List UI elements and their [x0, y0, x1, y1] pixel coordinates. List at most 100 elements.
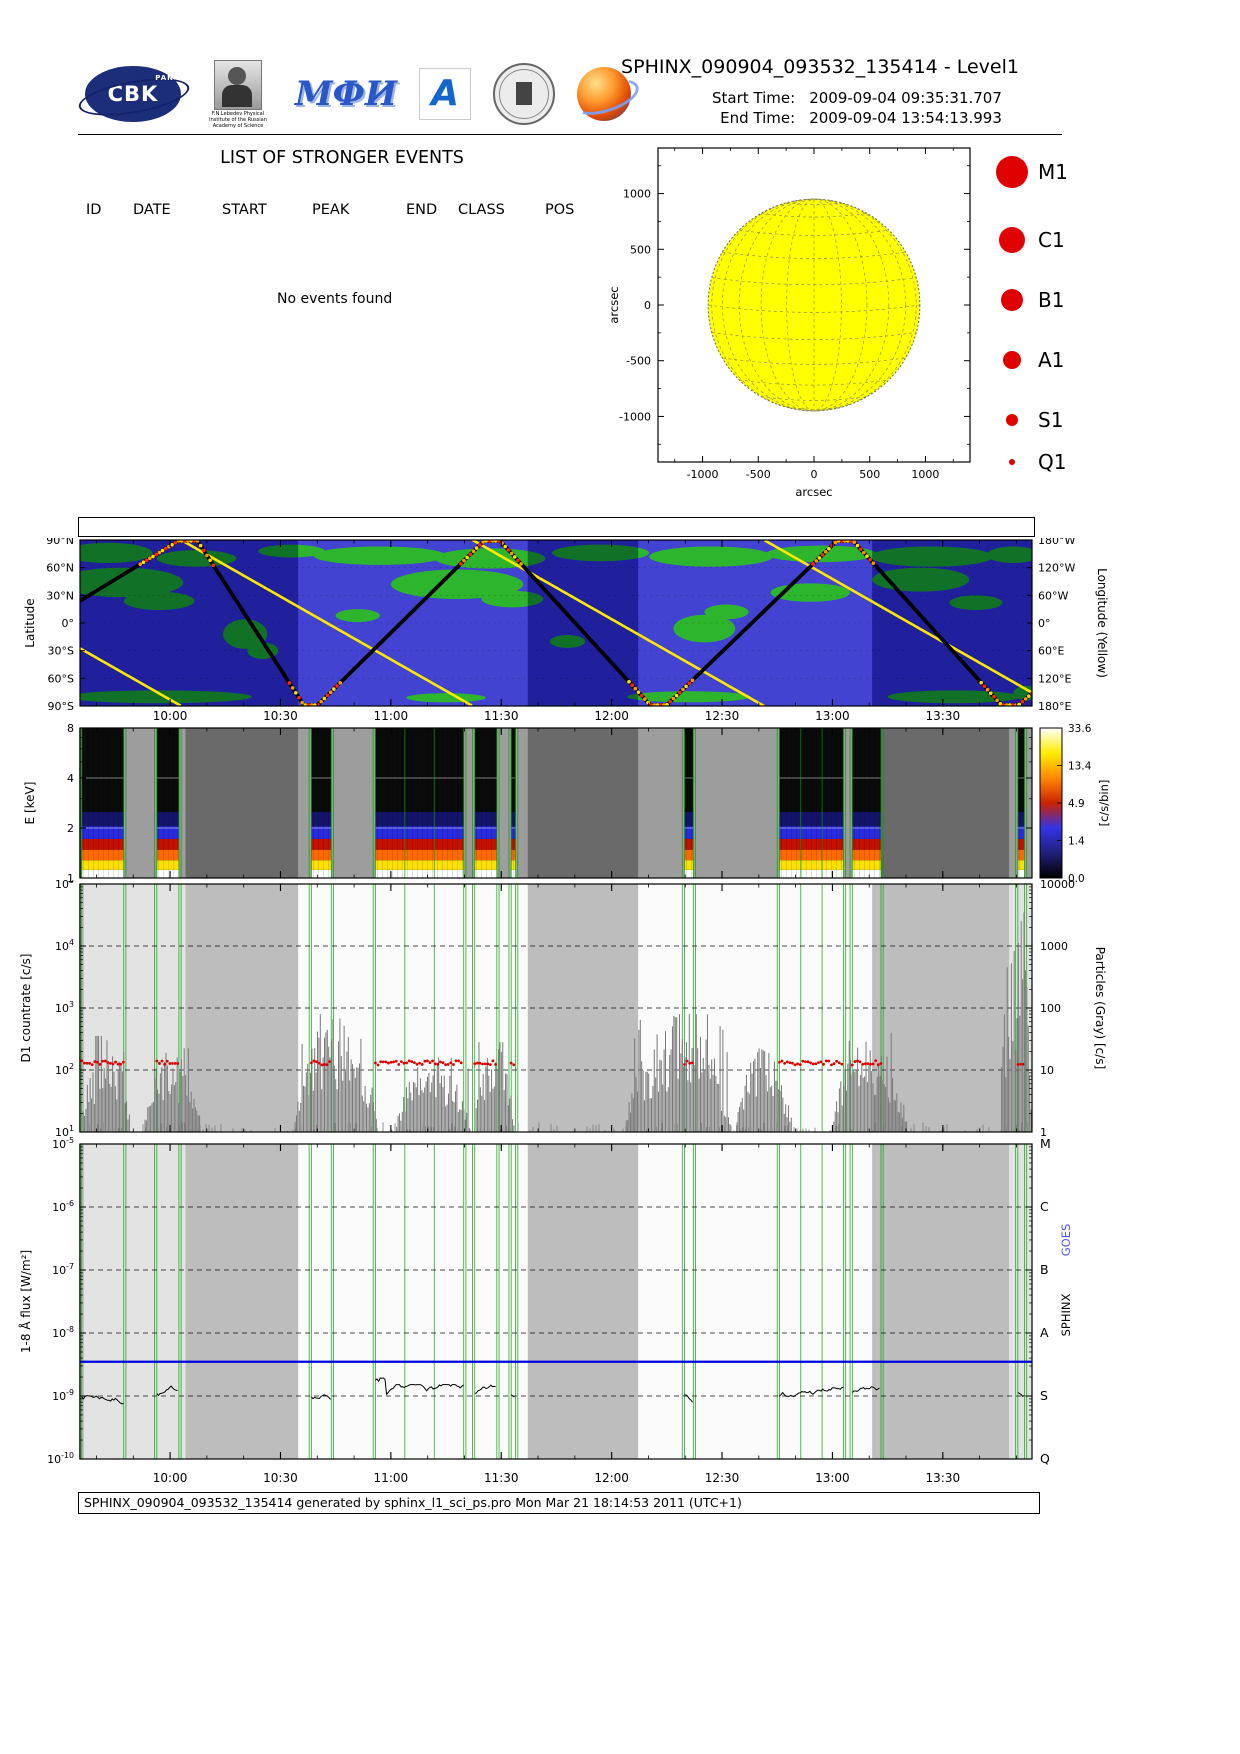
svg-text:120°E: 120°E	[1038, 672, 1071, 685]
svg-text:30°S: 30°S	[48, 645, 74, 658]
svg-text:10-5: 10-5	[52, 1136, 74, 1151]
svg-text:0°: 0°	[62, 617, 75, 630]
start-time-value: 2009-09-04 09:35:31.707	[809, 89, 1002, 107]
svg-text:10000: 10000	[1040, 880, 1075, 891]
svg-text:10: 10	[1040, 1064, 1054, 1077]
events-col-id: ID	[86, 202, 102, 218]
svg-text:10-7: 10-7	[52, 1262, 74, 1277]
solar-disk-panel: -1000 -1000 -500 -500 0 0 500 500 1000 1000 arcsec…	[607, 147, 1068, 499]
svg-text:12:30: 12:30	[705, 709, 740, 723]
svg-text:4: 4	[67, 772, 74, 785]
goes-class-M: M	[1040, 1136, 1051, 1151]
sun-xaxis-label: arcsec	[795, 485, 832, 499]
svg-text:0: 0	[811, 468, 818, 481]
cbk-text: CBK	[107, 82, 159, 106]
sphinx-flux-trace	[684, 1394, 693, 1403]
svg-text:101: 101	[55, 1124, 74, 1138]
svg-text:8: 8	[67, 724, 74, 735]
mephi-logo: МФИ	[295, 74, 398, 114]
svg-text:10:00: 10:00	[153, 709, 188, 723]
legend-label-B1: B1	[1038, 288, 1064, 312]
longitude-curve	[80, 540, 1032, 706]
events-col-pos: POS	[545, 202, 575, 218]
flux-yaxis-label: 1-8 Å flux [W/m²]	[18, 1250, 33, 1353]
sphinx-flux-trace	[81, 1395, 124, 1405]
svg-text:-500: -500	[626, 355, 651, 368]
sphinx-flux-trace	[851, 1386, 880, 1393]
goes-class-S: S	[1040, 1388, 1048, 1403]
events-col-start: START	[222, 202, 267, 218]
svg-text:13:30: 13:30	[926, 709, 961, 723]
sphinx-flux-trace	[779, 1386, 844, 1398]
svg-text:103: 103	[55, 1000, 74, 1015]
goes-class-A: A	[1040, 1325, 1049, 1340]
orbit-map-panel: 90°N 180°W 60°N 120°W 30°N 60°W 0° 0° 30°S 60°E 60…	[23, 538, 1109, 723]
svg-text:10:30: 10:30	[263, 709, 298, 723]
page-title: SPHINX_090904_093532_135414 - Level1	[621, 56, 1019, 78]
svg-text:10-8: 10-8	[52, 1325, 74, 1340]
colorbar-label: [c/s/bin]	[1097, 780, 1111, 827]
goes-class-Q: Q	[1040, 1451, 1050, 1466]
svg-text:500: 500	[859, 468, 880, 481]
svg-text:11:00: 11:00	[374, 709, 409, 723]
cbk-pan-text: PAN	[155, 74, 174, 82]
svg-text:12:30: 12:30	[705, 1471, 740, 1485]
svg-text:10-6: 10-6	[52, 1199, 74, 1214]
svg-text:0.0: 0.0	[1068, 873, 1085, 882]
flux-panel: 10-5 M 10-6 C 10-7 B 10-8 A 10-9 S 10-10 Q 10:00 10:3…	[18, 1136, 1073, 1485]
svg-text:60°S: 60°S	[48, 672, 74, 685]
cbk-ring	[76, 71, 192, 123]
svg-text:13:00: 13:00	[815, 1471, 850, 1485]
svg-text:12:00: 12:00	[594, 1471, 629, 1485]
lebedev-portrait	[214, 59, 262, 110]
svg-text:12:00: 12:00	[594, 709, 629, 723]
sphinx-flux-trace	[311, 1394, 331, 1400]
svg-text:120°W: 120°W	[1038, 562, 1075, 575]
university-seal-logo	[493, 63, 556, 125]
legend-label-M1: M1	[1038, 160, 1068, 184]
legend-label-S1: S1	[1038, 408, 1063, 432]
legend-dot-M1	[996, 156, 1028, 188]
solar-orbit-logo	[577, 67, 632, 121]
svg-text:13:30: 13:30	[926, 1471, 961, 1485]
sphinx-flux-trace	[510, 1394, 515, 1398]
svg-text:-500: -500	[746, 468, 771, 481]
legend-dot-S1	[1006, 414, 1018, 426]
svg-text:90°N: 90°N	[46, 538, 74, 547]
sphinx-flux-trace	[375, 1377, 464, 1396]
svg-text:11:00: 11:00	[374, 1471, 409, 1485]
svg-text:10:30: 10:30	[263, 1471, 298, 1485]
svg-text:11:30: 11:30	[484, 709, 519, 723]
goes-class-B: B	[1040, 1262, 1049, 1277]
svg-text:90°S: 90°S	[48, 700, 74, 713]
svg-text:-1000: -1000	[619, 410, 651, 423]
sun-yaxis-label: arcsec	[607, 286, 621, 323]
svg-text:60°E: 60°E	[1038, 645, 1064, 658]
svg-text:0: 0	[644, 299, 651, 312]
legend-dot-A1	[1003, 351, 1021, 369]
svg-text:1: 1	[67, 872, 74, 882]
svg-text:102: 102	[55, 1062, 74, 1077]
time-range-block: Start Time: 2009-09-04 09:35:31.707 End …	[712, 88, 1002, 128]
logo-row: CBK PAN F.N.Lebedev Physical Institute o…	[76, 52, 632, 136]
svg-text:1000: 1000	[1040, 940, 1068, 953]
svg-text:4.9: 4.9	[1068, 798, 1085, 810]
map-right-axis-label: Longitude (Yellow)	[1095, 568, 1109, 678]
lebedev-institute-logo: F.N.Lebedev Physical Institute of the Ru…	[203, 59, 273, 129]
sphinx-flux-trace	[474, 1384, 496, 1395]
events-col-class: CLASS	[458, 202, 505, 218]
cbk-pan-logo: CBK PAN	[76, 66, 192, 123]
svg-text:10-10: 10-10	[47, 1451, 74, 1466]
d1-yaxis-label: D1 countrate [c/s]	[19, 954, 33, 1063]
no-events-message: No events found	[277, 291, 393, 307]
svg-text:10-9: 10-9	[52, 1388, 74, 1403]
svg-text:2: 2	[67, 822, 74, 835]
svg-text:60°W: 60°W	[1038, 589, 1068, 602]
svg-text:1000: 1000	[623, 188, 651, 201]
lebedev-caption: F.N.Lebedev Physical Institute of the Ru…	[209, 110, 267, 129]
footer-text: SPHINX_090904_093532_135414 generated by…	[84, 1495, 742, 1510]
svg-text:1: 1	[1040, 1126, 1047, 1138]
arch-logo: A	[419, 68, 472, 120]
goes-label: GOES	[1059, 1224, 1073, 1257]
